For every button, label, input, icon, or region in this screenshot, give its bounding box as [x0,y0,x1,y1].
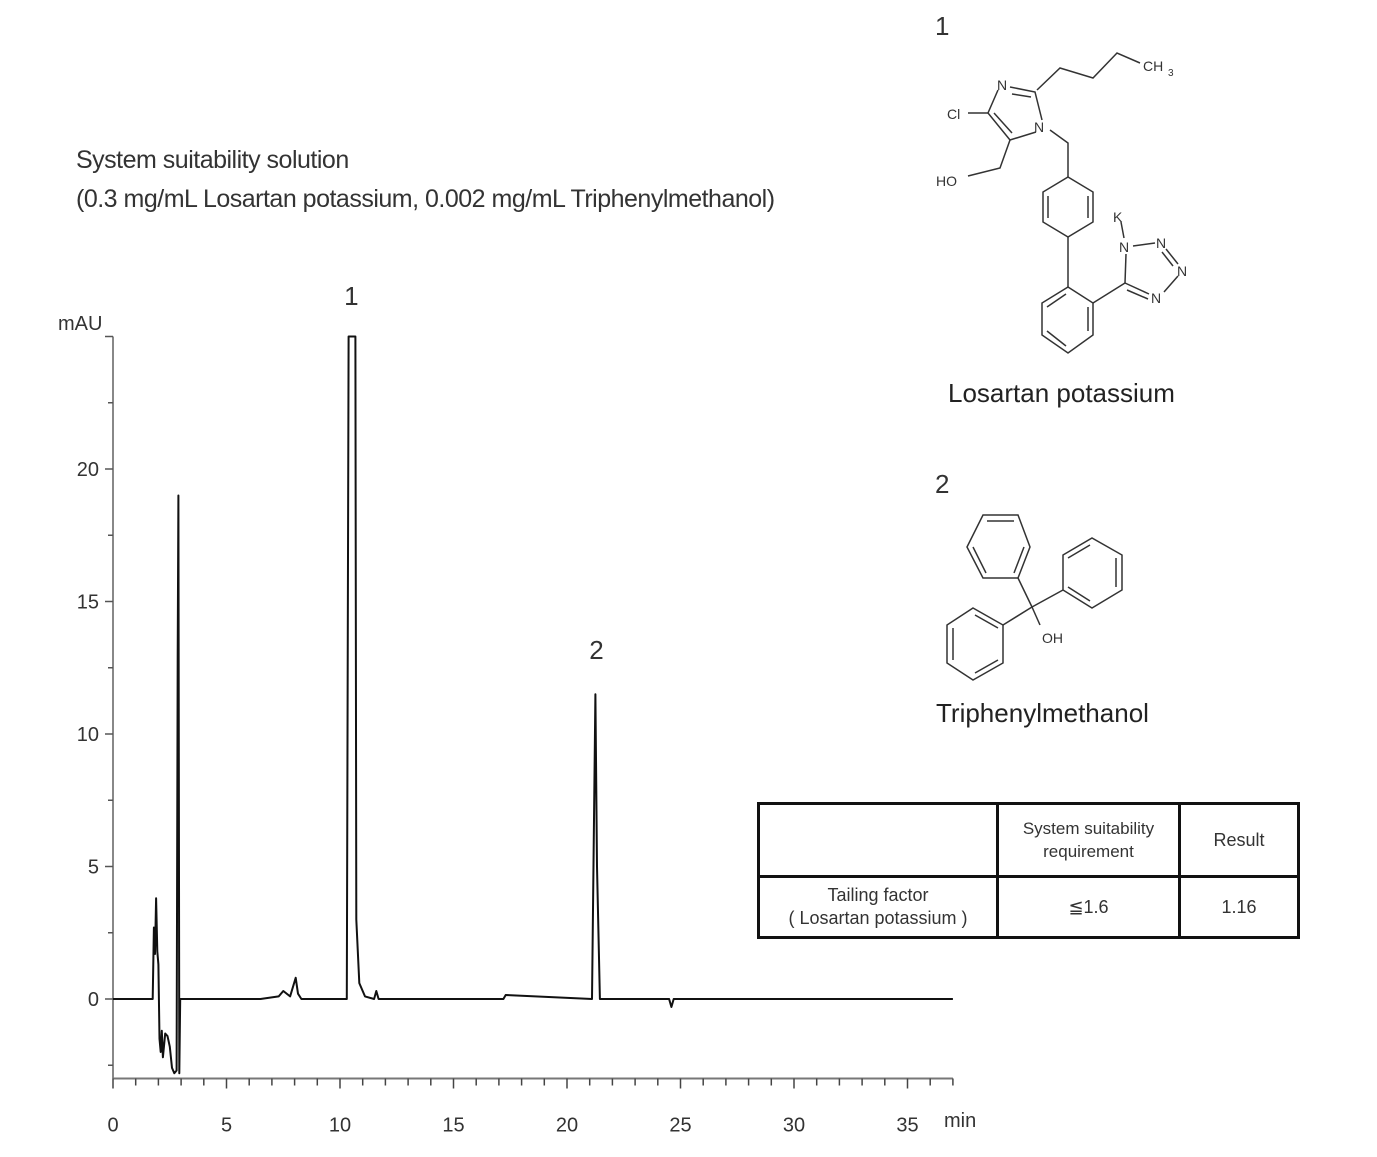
y-axis-label: mAU [58,313,102,335]
svg-text:N: N [1151,290,1161,306]
y-tick-label: 15 [77,592,99,614]
table-cell-requirement: ≦1.6 [996,875,1181,939]
suitability-table: System suitability requirement Result Ta… [757,802,1300,939]
svg-text:CH: CH [1143,58,1163,74]
x-tick-label: 25 [669,1115,691,1137]
y-tick-label: 5 [88,857,99,879]
y-tick-label: 0 [88,989,99,1011]
table-header-requirement: System suitability requirement [996,802,1181,878]
oh-label: OH [1042,630,1063,646]
svg-text:N: N [1034,119,1044,135]
x-tick-label: 10 [329,1115,351,1137]
structure-name-losartan: Losartan potassium [948,378,1175,408]
table-header-row: System suitability requirement Result [757,802,1300,878]
x-tick-label: 20 [556,1115,578,1137]
table-cell-result: 1.16 [1178,875,1300,939]
table-cell-parameter: Tailing factor ( Losartan potassium ) [757,875,999,939]
x-tick-label: 5 [221,1115,232,1137]
losartan-atom-labels: N Cl N HO CH 3 K N N N N [936,58,1187,306]
svg-text:N: N [997,77,1007,93]
x-tick-label: 15 [442,1115,464,1137]
losartan-structure [967,52,1179,354]
structure-number-2: 2 [935,469,949,499]
svg-text:K: K [1113,209,1123,225]
x-axis-label: min [944,1110,976,1132]
table-row: Tailing factor ( Losartan potassium ) ≦1… [757,875,1300,939]
table-header-result: Result [1178,802,1300,878]
svg-text:3: 3 [1168,68,1174,79]
svg-text:N: N [1156,235,1166,251]
svg-text:N: N [1119,239,1129,255]
svg-text:HO: HO [936,173,957,189]
chart-subtitle: (0.3 mg/mL Losartan potassium, 0.002 mg/… [76,185,775,213]
svg-text:Cl: Cl [947,106,960,122]
x-tick-label: 0 [107,1115,118,1137]
chart-title: System suitability solution [76,146,349,174]
triphenylmethanol-structure [946,514,1123,681]
x-tick-label: 35 [896,1115,918,1137]
chromatogram-trace [113,335,953,1075]
y-tick-label: 10 [77,724,99,746]
peak-label-1: 1 [344,281,358,311]
structure-number-1: 1 [935,11,949,41]
x-tick-label: 30 [783,1115,805,1137]
y-tick-label: 20 [77,459,99,481]
svg-text:N: N [1177,263,1187,279]
peak-label-2: 2 [589,635,603,665]
table-header-empty [757,802,999,878]
structure-name-triphenylmethanol: Triphenylmethanol [936,698,1149,728]
